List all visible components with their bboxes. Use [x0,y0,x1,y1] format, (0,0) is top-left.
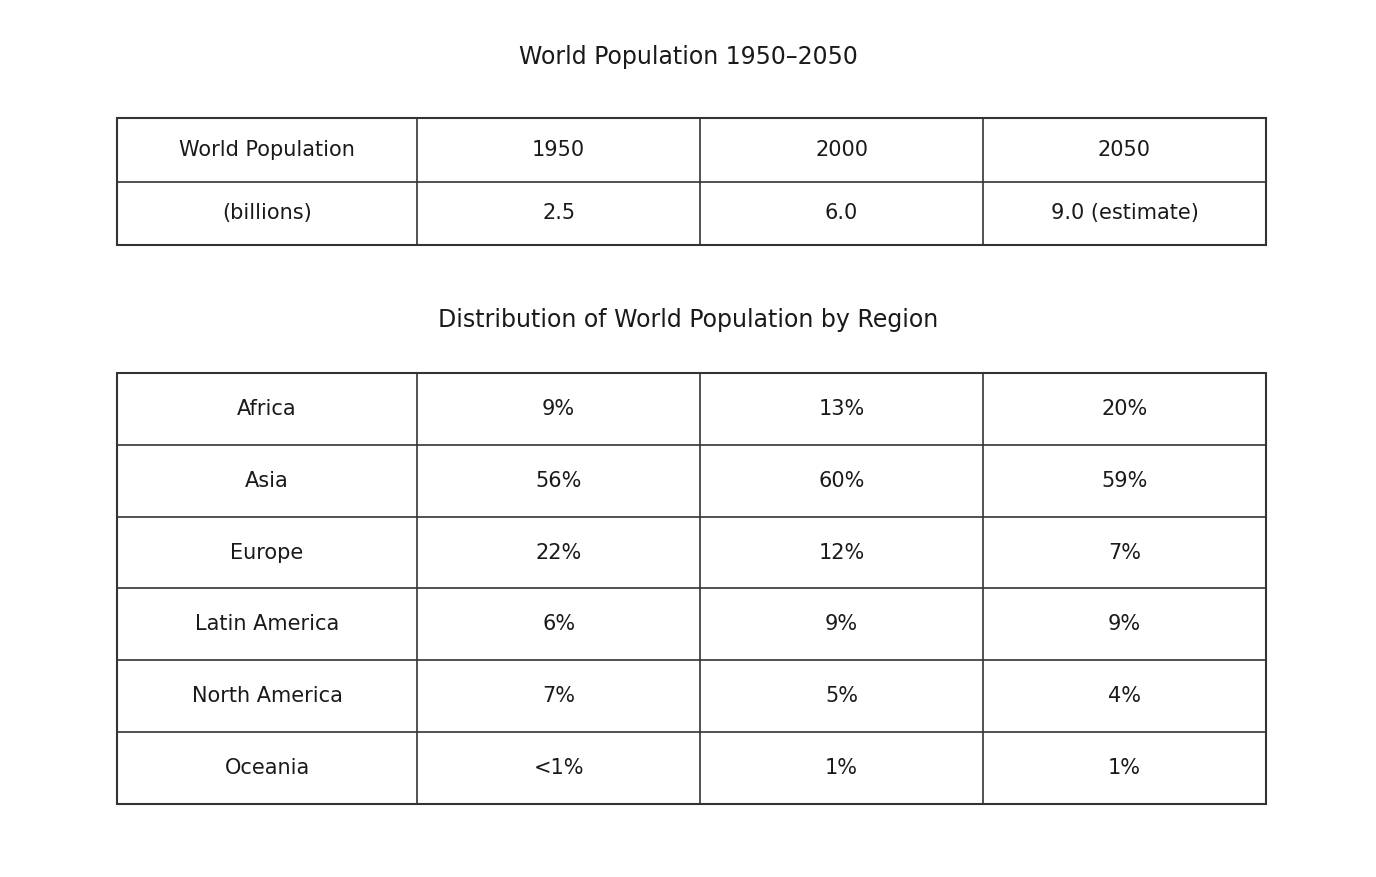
Text: World Population: World Population [179,140,355,160]
Text: 20%: 20% [1101,399,1148,418]
Text: 7%: 7% [542,687,575,706]
Text: 56%: 56% [535,471,582,490]
Text: Africa: Africa [237,399,297,418]
Text: 1950: 1950 [533,140,585,160]
Bar [117,118,1266,245]
Text: 12%: 12% [819,543,864,562]
Text: 6.0: 6.0 [826,203,859,223]
Text: 9%: 9% [1108,615,1141,634]
Text: Europe: Europe [230,543,304,562]
Text: 1%: 1% [1108,759,1141,778]
Text: 9.0 (estimate): 9.0 (estimate) [1050,203,1198,223]
Text: Latin America: Latin America [195,615,340,634]
Text: 6%: 6% [542,615,575,634]
Text: Asia: Asia [245,471,289,490]
Text: <1%: <1% [534,759,583,778]
Text: (billions): (billions) [222,203,312,223]
Text: 7%: 7% [1108,543,1141,562]
Bar [117,373,1266,804]
Text: 5%: 5% [826,687,859,706]
Text: 59%: 59% [1101,471,1148,490]
Text: North America: North America [191,687,343,706]
Text: 2050: 2050 [1098,140,1150,160]
Text: World Population 1950–2050: World Population 1950–2050 [519,45,857,69]
Text: 22%: 22% [535,543,582,562]
Text: 9%: 9% [826,615,859,634]
Text: 4%: 4% [1108,687,1141,706]
Text: 2000: 2000 [815,140,868,160]
Text: Oceania: Oceania [224,759,310,778]
Text: 9%: 9% [542,399,575,418]
Text: 1%: 1% [826,759,859,778]
Text: 2.5: 2.5 [542,203,575,223]
Text: Distribution of World Population by Region: Distribution of World Population by Regi… [438,308,938,332]
Text: 60%: 60% [819,471,864,490]
Text: 13%: 13% [819,399,864,418]
